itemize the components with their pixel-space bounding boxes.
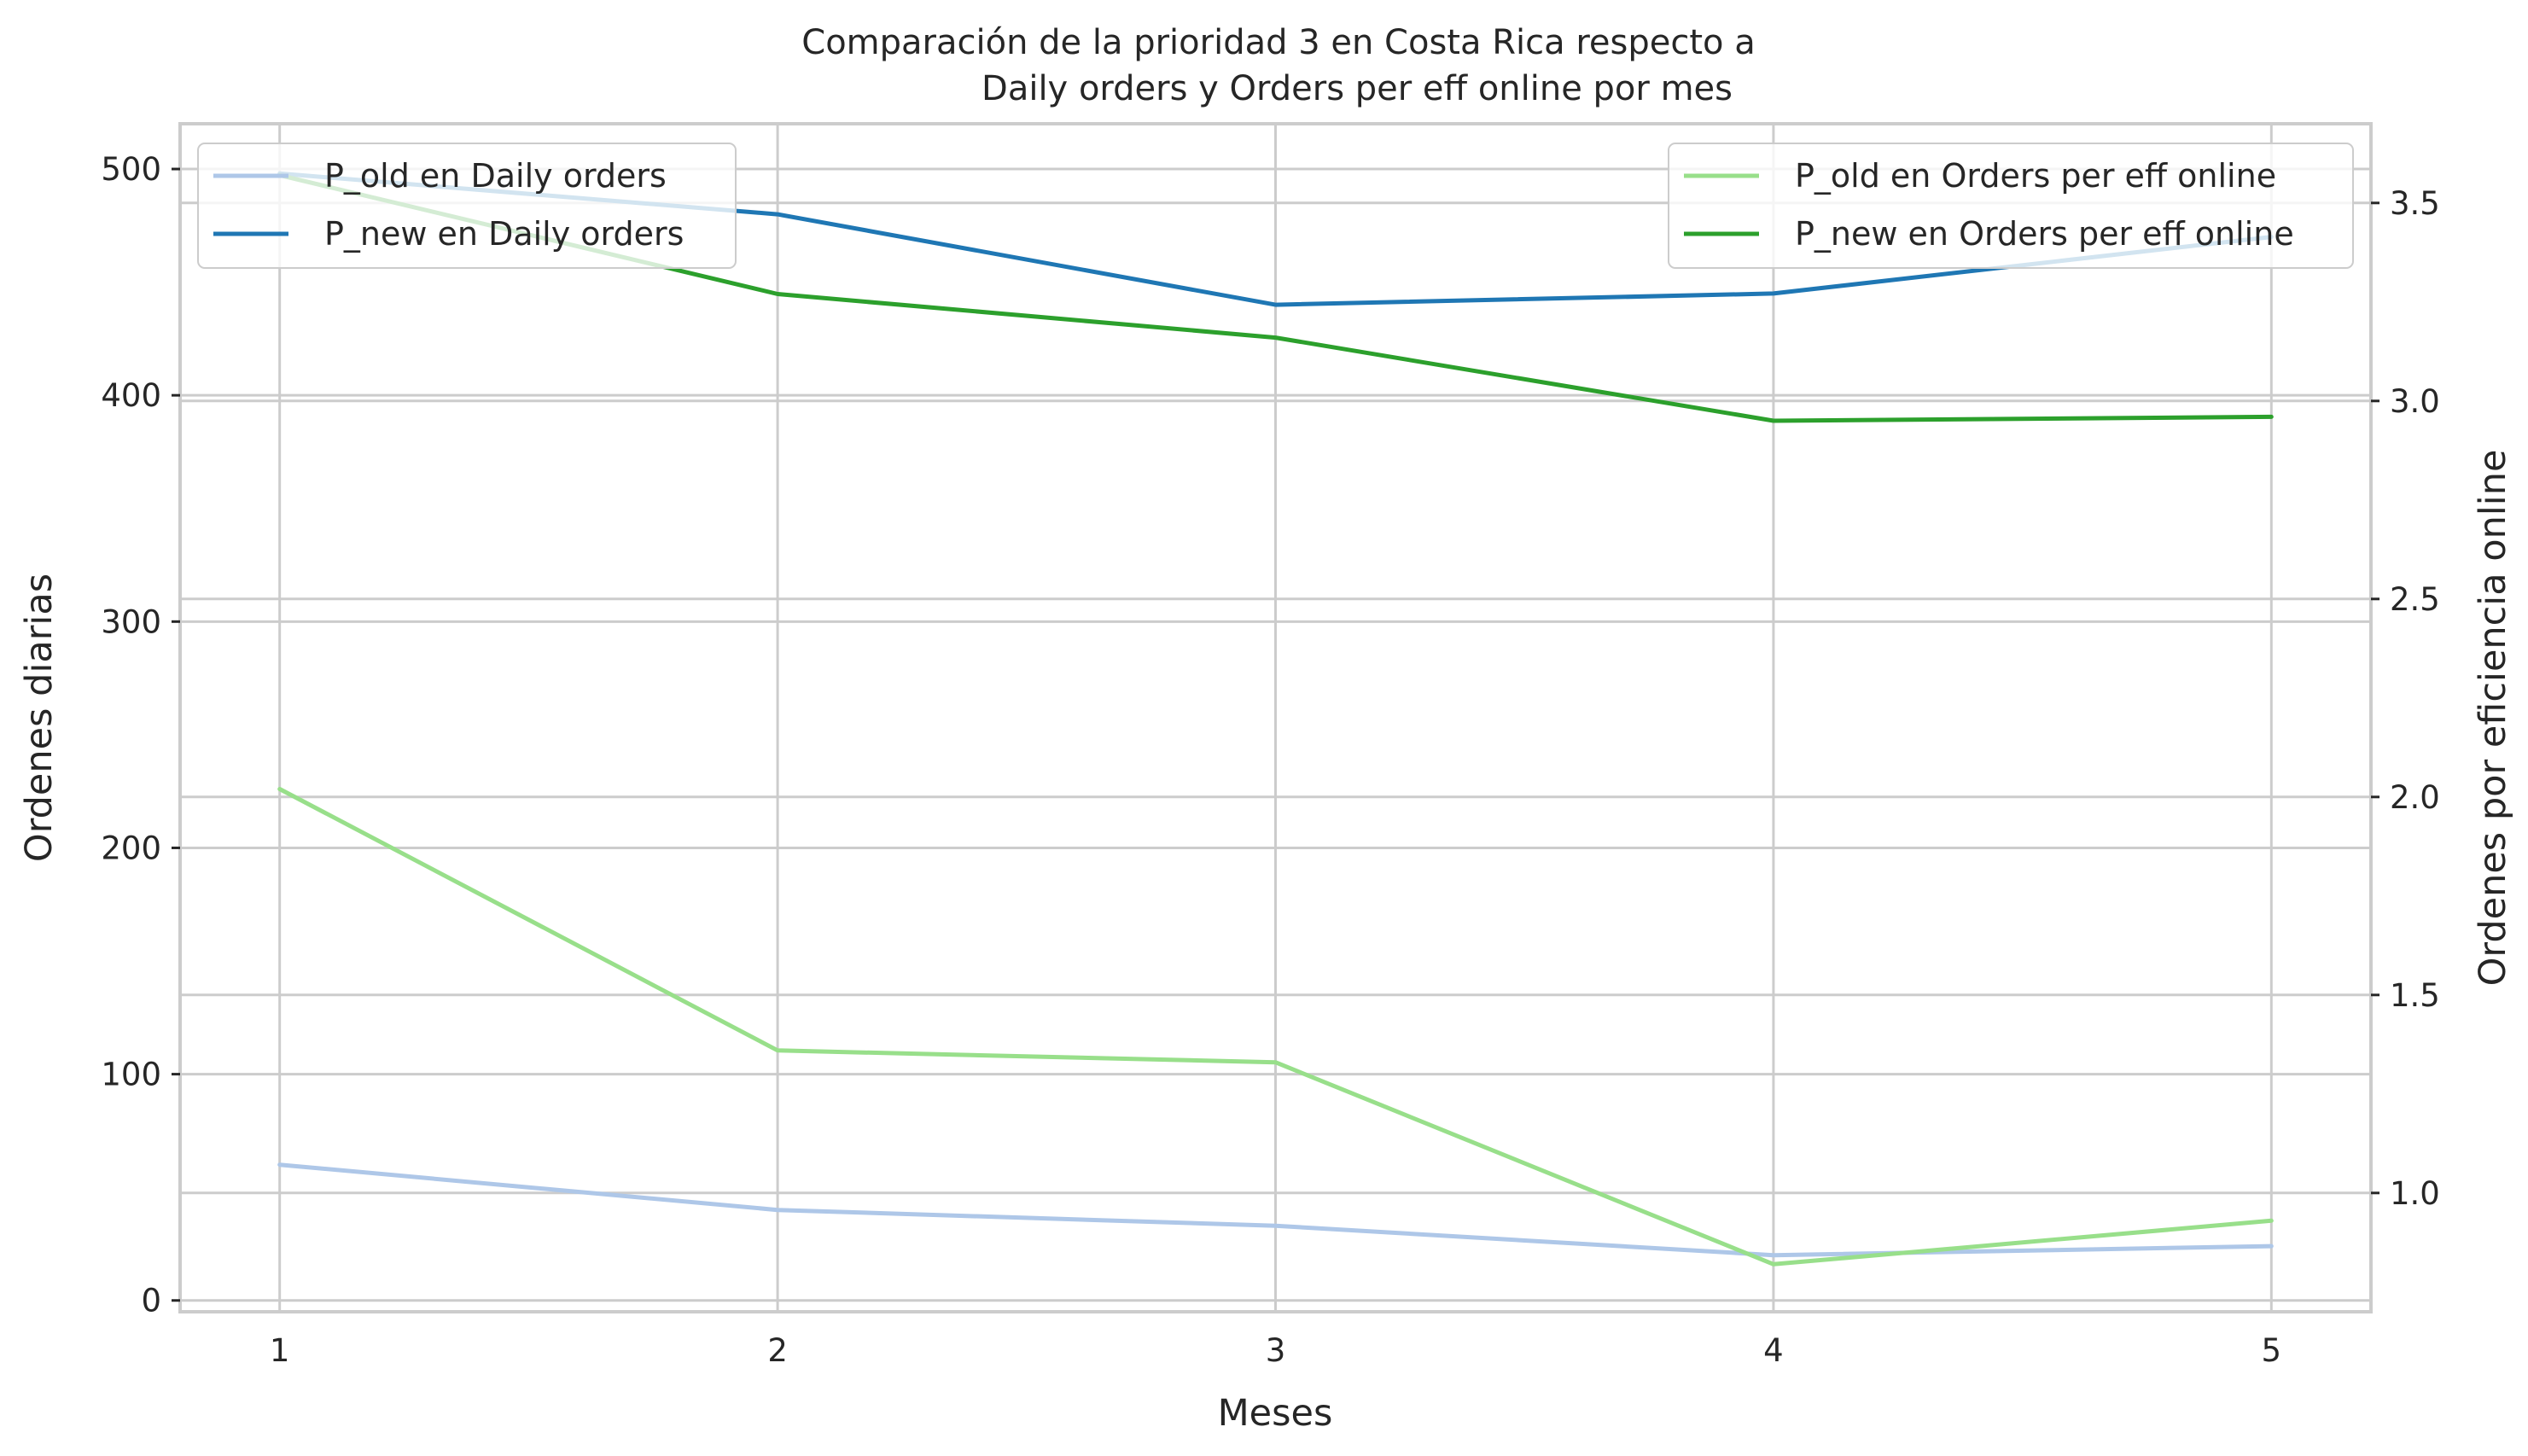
y-tick-label-right: 3.0 [2390, 383, 2440, 420]
legend-left-box [197, 143, 737, 269]
x-axis-label: Meses [1218, 1392, 1333, 1435]
y-tick-label-left: 500 [101, 151, 161, 188]
y-tick-label-left: 300 [101, 603, 161, 640]
plot-frame [178, 122, 2373, 1313]
y-tick-label-right: 2.0 [2390, 779, 2440, 816]
y-tick-label-right: 1.0 [2390, 1175, 2440, 1212]
y-tick-label-right: 2.5 [2390, 581, 2440, 618]
y-tick-label-left: 0 [141, 1283, 161, 1319]
chart-title-line-1: Comparación de la prioridad 3 en Costa R… [801, 23, 1755, 62]
legend-entry-label: P_new en Orders per eff online [1795, 215, 2294, 253]
legend-entry-label: P_new en Daily orders [324, 215, 684, 253]
series-line-p-old-en-orders-per-eff-online [277, 787, 2274, 1267]
x-tick-label: 2 [767, 1332, 788, 1369]
x-tick-label: 5 [2262, 1332, 2282, 1369]
chart-title-line-2: Daily orders y Orders per eff online por… [981, 69, 1733, 108]
tick-labels: 1 2 3 4 5 0 100 200 300 400 500 1.0 1.5 2.0 2.5 3.0 3.5 [101, 151, 2439, 1369]
y-axis-label-left: Ordenes diarias [18, 574, 61, 862]
x-tick-label: 1 [270, 1332, 290, 1369]
y-axis-label-right: Ordenes por eficiencia online [2472, 450, 2514, 987]
x-tick-label: 4 [1763, 1332, 1784, 1369]
legend-right-box [1668, 143, 2354, 269]
y-tick-label-right: 1.5 [2390, 977, 2440, 1014]
legend-right: P_old en Orders per eff online P_new en O… [1668, 143, 2354, 269]
series-line-p-old-en-daily-orders [277, 1162, 2274, 1258]
legend-left: P_old en Daily orders P_new en Daily orde… [197, 143, 737, 269]
y-tick-label-left: 100 [101, 1057, 161, 1093]
legend-entry-label: P_old en Daily orders [324, 157, 667, 195]
x-tick-label: 3 [1266, 1332, 1286, 1369]
legend-entry-label: P_old en Orders per eff online [1795, 157, 2276, 195]
y-tick-label-left: 200 [101, 830, 161, 866]
y-tick-label-right: 3.5 [2390, 185, 2440, 222]
y-tick-label-left: 400 [101, 377, 161, 414]
